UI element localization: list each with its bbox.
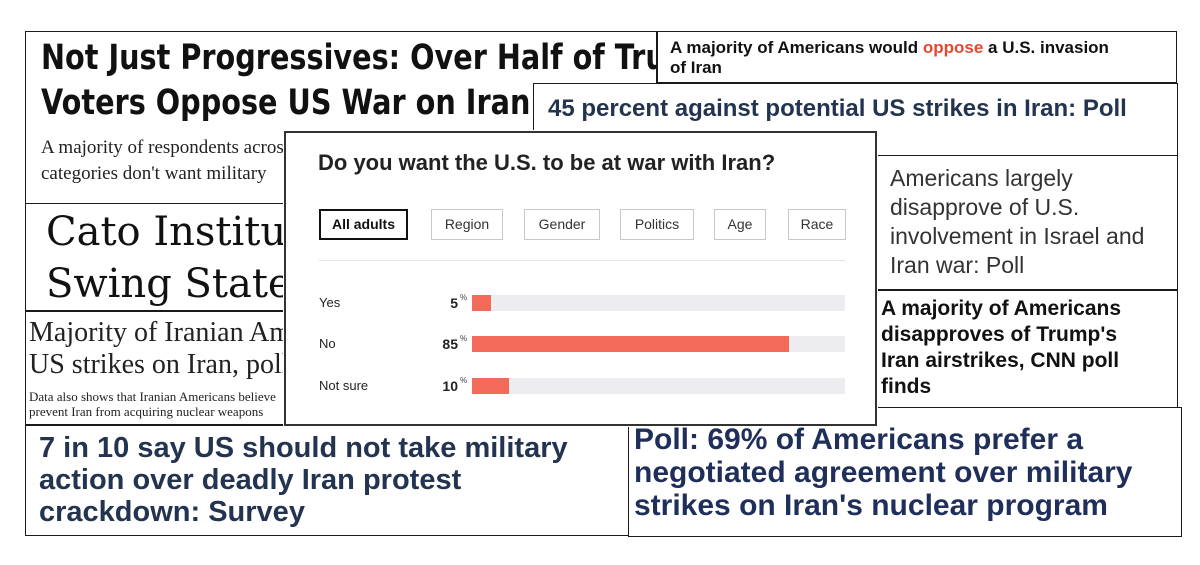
subheadline: Data also shows that Iranian Americans b… <box>29 389 276 419</box>
tab-gender[interactable]: Gender <box>524 209 600 240</box>
headline-clip-7-in-10: 7 in 10 say US should not take military … <box>25 425 630 536</box>
bar-label: Not sure <box>319 378 369 393</box>
headline-line: Americans largely <box>890 165 1073 191</box>
bar-label: No <box>319 336 336 351</box>
headline-clip-69-percent: Poll: 69% of Americans prefer a negotiat… <box>628 407 1182 537</box>
headline-line: Majority of Iranian Americans <box>29 317 287 348</box>
bar-label: Yes <box>319 295 341 310</box>
divider <box>319 260 845 261</box>
headline-line: strikes on Iran's nuclear program <box>634 489 1108 522</box>
poll-bar-row: Yes 5% <box>286 293 875 313</box>
headline: Not Just Progressives: Over Half of Trum… <box>41 36 657 126</box>
headline-text: a U.S. invasion <box>983 38 1109 57</box>
headline-line: disapprove of U.S. <box>890 194 1080 220</box>
poll-question: Do you want the U.S. to be at war with I… <box>318 150 776 175</box>
subheadline: A majority of respondents across categor… <box>41 135 291 187</box>
headline-line: negotiated agreement over military <box>634 456 1133 489</box>
headline-clip-largely-disapprove: Americans largely disapprove of U.S. inv… <box>876 155 1178 290</box>
headline-line: involvement in Israel and <box>890 223 1145 249</box>
headline-highlight: oppose <box>922 38 984 57</box>
headline-line: Swing State <box>46 261 287 307</box>
headline: 45 percent against potential US strikes … <box>548 95 1127 122</box>
subheadline-line: categories don't want military <box>41 163 267 184</box>
headline-line: US strikes on Iran, poll <box>29 349 287 380</box>
headline-line: finds <box>881 375 932 398</box>
headline: A majority of Americans disapproves of T… <box>881 296 1121 400</box>
headline: 7 in 10 say US should not take military … <box>39 432 568 528</box>
headline-clip-oppose-invasion: A majority of Americans would oppose a U… <box>657 31 1177 83</box>
headline-line: 7 in 10 say US should not take military <box>39 432 568 464</box>
tab-region[interactable]: Region <box>431 209 503 240</box>
bar-fill <box>472 295 491 311</box>
headline-line: Iran airstrikes, CNN poll <box>881 349 1120 372</box>
headline-line: action over deadly Iran protest <box>39 464 462 496</box>
bar-value: 85 <box>442 336 458 352</box>
tab-race[interactable]: Race <box>788 209 846 240</box>
percent-sign: % <box>460 334 468 343</box>
poll-card: Do you want the U.S. to be at war with I… <box>284 131 877 426</box>
poll-bar-row: No 85% <box>286 334 875 354</box>
headline-line: Iran war: Poll <box>890 252 1025 278</box>
subheadline-line: prevent Iran from acquiring nuclear weap… <box>29 404 264 419</box>
subheadline-line: Data also shows that Iranian Americans b… <box>29 389 276 404</box>
tab-all-adults[interactable]: All adults <box>319 209 408 240</box>
headline: A majority of Americans would oppose a U… <box>670 38 1109 78</box>
headline-line: Voters Oppose US War on Iran <box>41 83 531 123</box>
headline-clip-iranian-americans: Majority of Iranian Americans US strikes… <box>25 311 287 425</box>
headline-text: A majority of Americans would <box>670 38 923 57</box>
subheadline-line: A majority of respondents across <box>41 137 292 158</box>
percent-sign: % <box>460 293 468 302</box>
percent-sign: % <box>460 376 468 385</box>
headline-line: Not Just Progressives: Over Half of Trum… <box>41 38 657 78</box>
headline: Poll: 69% of Americans prefer a negotiat… <box>634 423 1133 522</box>
headline-line: Poll: 69% of Americans prefer a <box>634 423 1084 456</box>
headline: Cato Institute Swing State <box>46 206 287 310</box>
headline: Majority of Iranian Americans US strikes… <box>29 317 287 381</box>
headline-line: disapproves of Trump's <box>881 323 1118 346</box>
poll-bar-row: Not sure 10% <box>286 376 875 396</box>
headline-clip-cnn-poll: A majority of Americans disapproves of T… <box>876 290 1178 408</box>
bar-track <box>472 336 845 352</box>
headline-clip-cato: Cato Institute Swing State <box>25 203 287 311</box>
bar-value: 10 <box>442 378 458 394</box>
tab-age[interactable]: Age <box>714 209 766 240</box>
bar-fill <box>472 378 509 394</box>
bar-fill <box>472 336 789 352</box>
tab-politics[interactable]: Politics <box>620 209 694 240</box>
headline-line: Cato Institute <box>46 209 287 255</box>
bar-track <box>472 295 845 311</box>
headline-line: crackdown: Survey <box>39 496 305 528</box>
bar-track <box>472 378 845 394</box>
headline-line: A majority of Americans <box>881 297 1122 320</box>
headline-text: of Iran <box>670 58 722 77</box>
bar-value: 5 <box>450 295 458 311</box>
headline: Americans largely disapprove of U.S. inv… <box>890 164 1144 280</box>
